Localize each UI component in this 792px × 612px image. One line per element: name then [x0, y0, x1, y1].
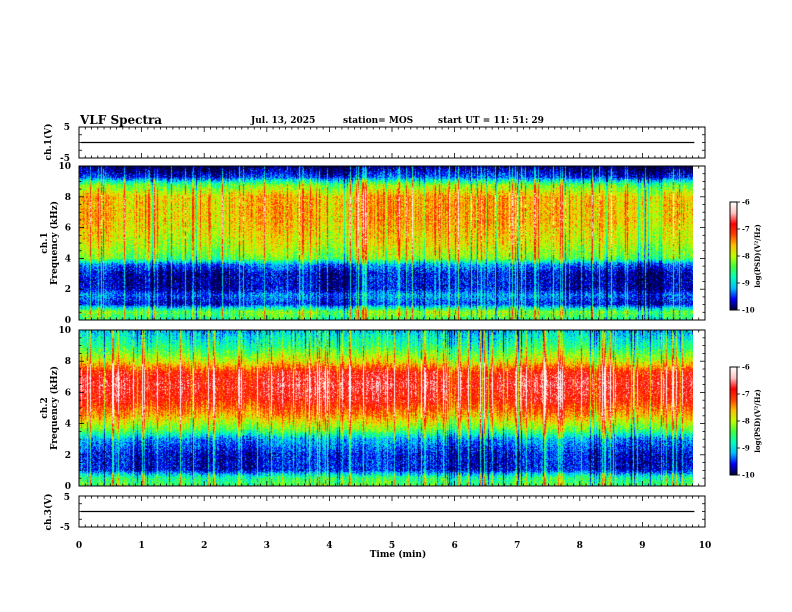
colorbar-tick-label: -8: [742, 417, 750, 426]
time-tick-label: 5: [389, 541, 395, 551]
ch3-voltage-ytick-top: 5: [64, 493, 70, 503]
time-tick-label: 10: [699, 541, 712, 551]
start-ut-label: start UT = 11: 51: 29: [438, 116, 544, 126]
ch2-channel-label: ch.2: [40, 397, 50, 418]
colorbar-tick-label: -10: [742, 471, 755, 480]
time-tick-label: 4: [326, 541, 332, 551]
time-tick-label: 7: [514, 541, 520, 551]
frequency-tick-label: 2: [65, 285, 71, 295]
ch1-colorbar-label: log(PSD)(V²/Hz): [753, 224, 762, 288]
time-tick-label: 8: [577, 541, 583, 551]
ch3-voltage-ylabel: ch.3(V): [43, 494, 54, 531]
date-label: Jul. 13, 2025: [250, 116, 315, 126]
frequency-tick-label: 8: [65, 357, 71, 367]
ch1-colorbar-gradient: [730, 202, 737, 310]
time-tick-label: 9: [639, 541, 645, 551]
ch1-spectrogram-frame: [78, 165, 706, 321]
ch1-frequency-ylabel: Frequency (kHz): [49, 201, 60, 285]
frequency-tick-label: 6: [65, 388, 71, 398]
ch1-voltage-ytick-top: 5: [64, 123, 70, 133]
frequency-tick-label: 6: [65, 224, 71, 234]
time-axis-tick-labels: 0 1 2 3 4 5 6 7 8 9 10: [76, 541, 711, 551]
ch2-colorbar-ticks: -6 -7 -8 -9 -10: [737, 363, 755, 480]
station-label: station= MOS: [343, 116, 413, 126]
colorbar-tick-label: -6: [742, 363, 750, 372]
frequency-tick-label: 8: [65, 193, 71, 203]
ch3-voltage-frame: [78, 495, 706, 528]
time-axis-label: Time (min): [370, 549, 427, 560]
time-tick-label: 1: [138, 541, 144, 551]
chart-title: VLF Spectra: [79, 113, 162, 127]
ch1-voltage-ytick-bottom: -5: [60, 154, 70, 164]
frequency-tick-label: 10: [58, 162, 71, 172]
ch2-colorbar-gradient: [730, 367, 737, 475]
ch2-frequency-ylabel: Frequency (kHz): [49, 366, 60, 450]
ch3-voltage-ytick-bottom: -5: [60, 523, 70, 533]
frequency-tick-label: 0: [65, 482, 71, 492]
ch2-frequency-tick-labels: 0 2 4 6 8 10: [58, 326, 71, 492]
ch1-frequency-tick-labels: 0 2 4 6 8 10: [58, 162, 71, 326]
ch2-colorbar-label: log(PSD)(V²/Hz): [753, 389, 762, 453]
ch1-colorbar-ticks: -6 -7 -8 -9 -10: [737, 198, 755, 315]
ch1-spectrogram-heatmap: [79, 166, 693, 320]
colorbar-tick-label: -6: [742, 198, 750, 207]
ch2-colorbar: -6 -7 -8 -9 -10 log(PSD)(V²/Hz): [729, 363, 762, 480]
time-tick-label: 3: [264, 541, 270, 551]
ch3-voltage-panel: 5 -5 ch.3(V): [43, 493, 706, 533]
frequency-tick-label: 4: [65, 420, 71, 430]
colorbar-tick-label: -7: [742, 390, 750, 399]
ch1-voltage-panel: 5 -5 ch.1(V): [43, 123, 706, 164]
time-tick-label: 0: [76, 541, 82, 551]
time-tick-label: 2: [201, 541, 207, 551]
time-tick-label: 6: [451, 541, 457, 551]
ch2-spectrogram-panel: 0 2 4 6 8 10 ch.2 Frequency (kHz): [40, 326, 706, 492]
ch2-spectrogram-heatmap: [79, 330, 693, 486]
frequency-tick-label: 4: [65, 254, 71, 264]
ch1-voltage-frame: [78, 126, 706, 159]
ch2-spectrogram-frame: [78, 329, 706, 487]
ch1-voltage-ylabel: ch.1(V): [43, 124, 54, 161]
ch1-spectrogram-panel: 0 2 4 6 8 10 ch.1 Frequency (kHz): [40, 162, 706, 326]
frequency-tick-label: 10: [58, 326, 71, 336]
colorbar-tick-label: -9: [742, 444, 750, 453]
colorbar-tick-label: -7: [742, 225, 750, 234]
frequency-tick-label: 0: [65, 316, 71, 326]
colorbar-tick-label: -10: [742, 306, 755, 315]
ch1-channel-label: ch.1: [40, 232, 50, 253]
colorbar-tick-label: -8: [742, 252, 750, 261]
colorbar-tick-label: -9: [742, 279, 750, 288]
ch1-colorbar: -6 -7 -8 -9 -10 log(PSD)(V²/Hz): [729, 198, 762, 315]
frequency-tick-label: 2: [65, 451, 71, 461]
